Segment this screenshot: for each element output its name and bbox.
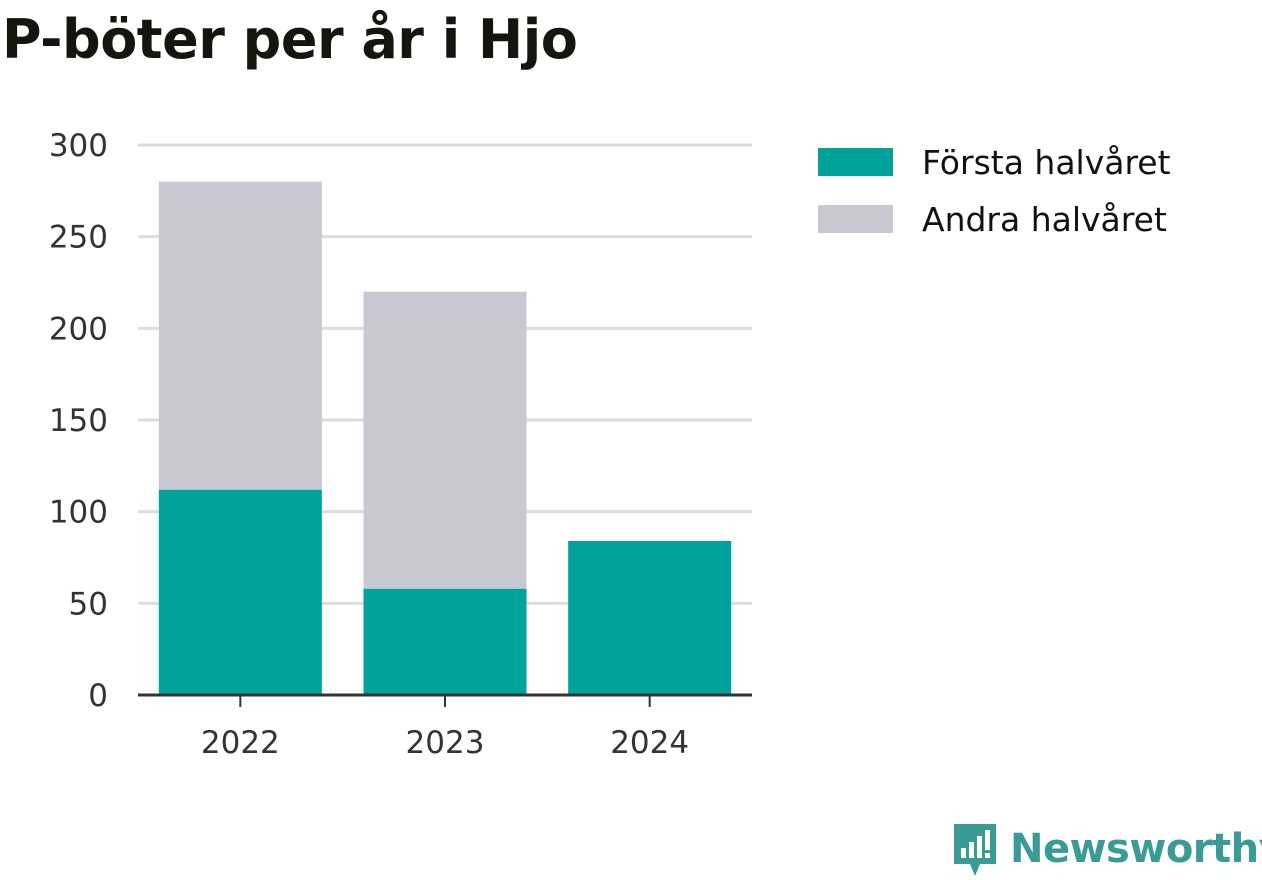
legend: Första halvåret Andra halvåret bbox=[818, 143, 1171, 239]
y-tick-label: 300 bbox=[49, 128, 108, 164]
bar-2022-forsta-halvaret bbox=[158, 489, 322, 695]
y-tick-label: 200 bbox=[49, 311, 108, 347]
newsworthy-brand: Newsworthy bbox=[950, 818, 1262, 880]
axes: 0 50 100 150 200 250 300 2022 2023 2024 bbox=[49, 128, 752, 761]
bar-2023-forsta-halvaret bbox=[363, 588, 527, 695]
legend-swatch bbox=[818, 148, 893, 176]
chart-title: P-böter per år i Hjo bbox=[2, 8, 578, 71]
newsworthy-logo-icon bbox=[954, 824, 996, 876]
y-tick-label: 150 bbox=[49, 403, 108, 439]
x-tick-label: 2024 bbox=[610, 725, 689, 761]
x-tick-label: 2022 bbox=[201, 725, 280, 761]
y-tick-label: 100 bbox=[49, 495, 108, 531]
legend-label: Andra halvåret bbox=[922, 200, 1167, 239]
y-tick-label: 0 bbox=[88, 678, 108, 714]
bars bbox=[158, 181, 732, 695]
bar-2024-forsta-halvaret bbox=[568, 541, 732, 695]
bar-2022-andra-halvaret bbox=[158, 181, 322, 490]
y-tick-label: 50 bbox=[69, 586, 108, 622]
x-tick-label: 2023 bbox=[406, 725, 485, 761]
bar-2023-andra-halvaret bbox=[363, 291, 527, 589]
brand-name: Newsworthy bbox=[1010, 826, 1262, 872]
legend-label: Första halvåret bbox=[922, 143, 1171, 182]
y-tick-label: 250 bbox=[49, 220, 108, 256]
legend-swatch bbox=[818, 205, 893, 233]
